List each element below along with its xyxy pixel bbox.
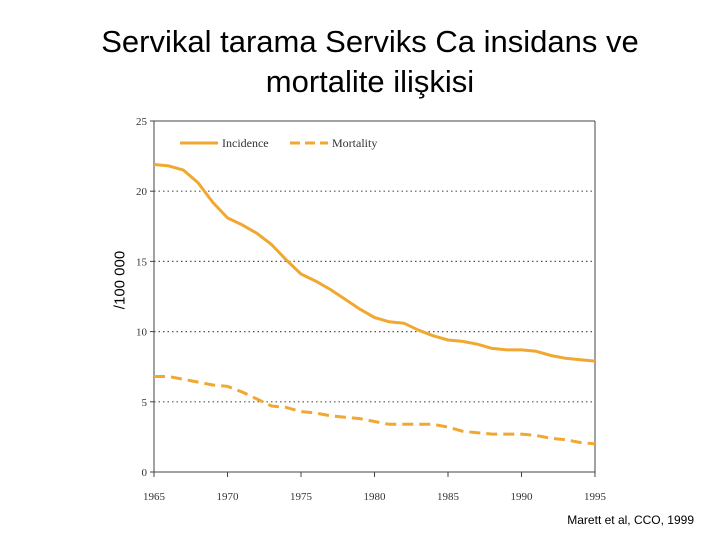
chart-legend: Incidence Mortality — [180, 136, 377, 150]
y-tick-label-15: 15 — [136, 256, 148, 268]
chart-series — [153, 163, 596, 446]
y-tick-label-5: 5 — [142, 397, 148, 409]
x-tick-label-1970: 1970 — [217, 491, 240, 503]
x-tick-label-1995: 1995 — [584, 491, 607, 503]
chart-grid — [154, 190, 595, 403]
citation: Marett et al, CCO, 1999 — [567, 513, 694, 527]
chart-title-line-2: mortalite ilişkisi — [265, 64, 475, 99]
series-line-mortality — [154, 375, 596, 446]
series-line-incidence — [153, 163, 596, 363]
y-tick-label-25: 25 — [136, 116, 148, 128]
chart-title: Servikal tarama Serviks Ca insidans ve m… — [60, 22, 680, 102]
y-tick-label-0: 0 — [142, 467, 148, 479]
legend-label-incidence: Incidence — [222, 136, 269, 150]
x-tick-label-1980: 1980 — [364, 491, 387, 503]
chart-title-line-1: Servikal tarama Serviks Ca insidans ve — [101, 24, 639, 59]
x-tick-label-1990: 1990 — [511, 491, 534, 503]
x-tick-label-1975: 1975 — [290, 491, 313, 503]
y-tick-label-20: 20 — [136, 186, 148, 198]
y-tick-label-10: 10 — [136, 327, 148, 339]
chart-axes: 0 5 10 15 20 25 1965 1970 1975 1980 1985 1990 1995 — [136, 116, 607, 503]
x-tick-label-1985: 1985 — [437, 491, 460, 503]
x-tick-label-1965: 1965 — [143, 491, 166, 503]
legend-label-mortality: Mortality — [332, 136, 377, 150]
